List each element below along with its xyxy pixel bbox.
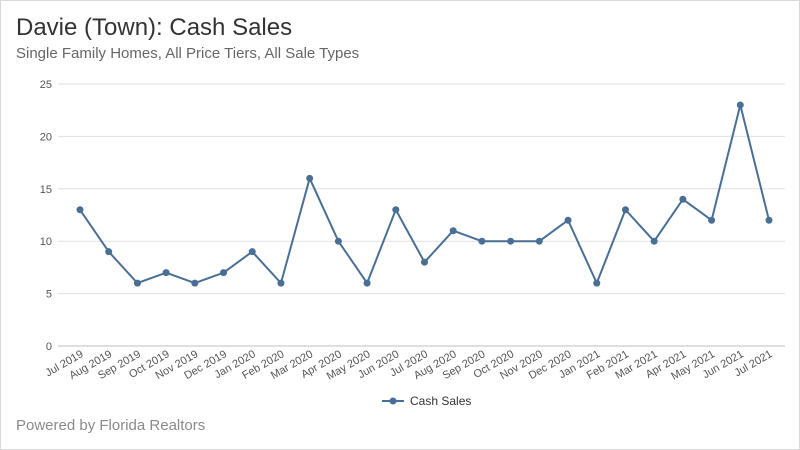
y-tick-label: 5 — [46, 289, 52, 301]
y-axis-ticks: 0 5 10 15 20 25 — [40, 79, 52, 353]
legend-label[interactable]: Cash Sales — [410, 394, 471, 408]
data-point[interactable] — [478, 237, 486, 245]
data-point[interactable] — [621, 206, 629, 214]
series-group — [76, 101, 773, 287]
data-point[interactable] — [507, 237, 515, 245]
chart-subtitle: Single Family Homes, All Price Tiers, Al… — [16, 45, 360, 62]
data-point[interactable] — [363, 279, 371, 287]
data-point[interactable] — [535, 237, 543, 245]
chart-title: Davie (Town): Cash Sales — [16, 14, 293, 41]
data-point[interactable] — [564, 216, 572, 224]
y-tick-label: 20 — [40, 131, 52, 143]
data-point[interactable] — [650, 237, 658, 245]
data-point[interactable] — [392, 206, 400, 214]
y-tick-label: 15 — [40, 184, 52, 196]
data-point[interactable] — [220, 269, 228, 277]
data-point[interactable] — [162, 269, 170, 277]
data-point[interactable] — [248, 248, 256, 256]
data-point[interactable] — [133, 279, 141, 287]
data-point[interactable] — [736, 101, 744, 109]
data-point[interactable] — [334, 237, 342, 245]
series-line — [79, 103, 770, 285]
y-tick-label: 0 — [46, 341, 52, 353]
data-point[interactable] — [593, 279, 601, 287]
data-point[interactable] — [306, 174, 314, 182]
data-point[interactable] — [708, 216, 716, 224]
y-tick-label: 25 — [40, 79, 52, 91]
data-point[interactable] — [765, 216, 773, 224]
data-point[interactable] — [277, 279, 285, 287]
gridlines — [58, 83, 785, 347]
data-point[interactable] — [421, 258, 428, 266]
data-point[interactable] — [76, 206, 84, 214]
y-tick-label: 10 — [40, 236, 52, 248]
powered-by-footer: Powered by Florida Realtors — [16, 417, 206, 434]
data-point[interactable] — [679, 195, 687, 203]
data-point[interactable] — [449, 227, 457, 235]
data-point[interactable] — [191, 279, 199, 287]
legend: Cash Sales — [382, 394, 471, 408]
data-point[interactable] — [105, 248, 113, 256]
legend-marker-icon — [389, 397, 397, 405]
